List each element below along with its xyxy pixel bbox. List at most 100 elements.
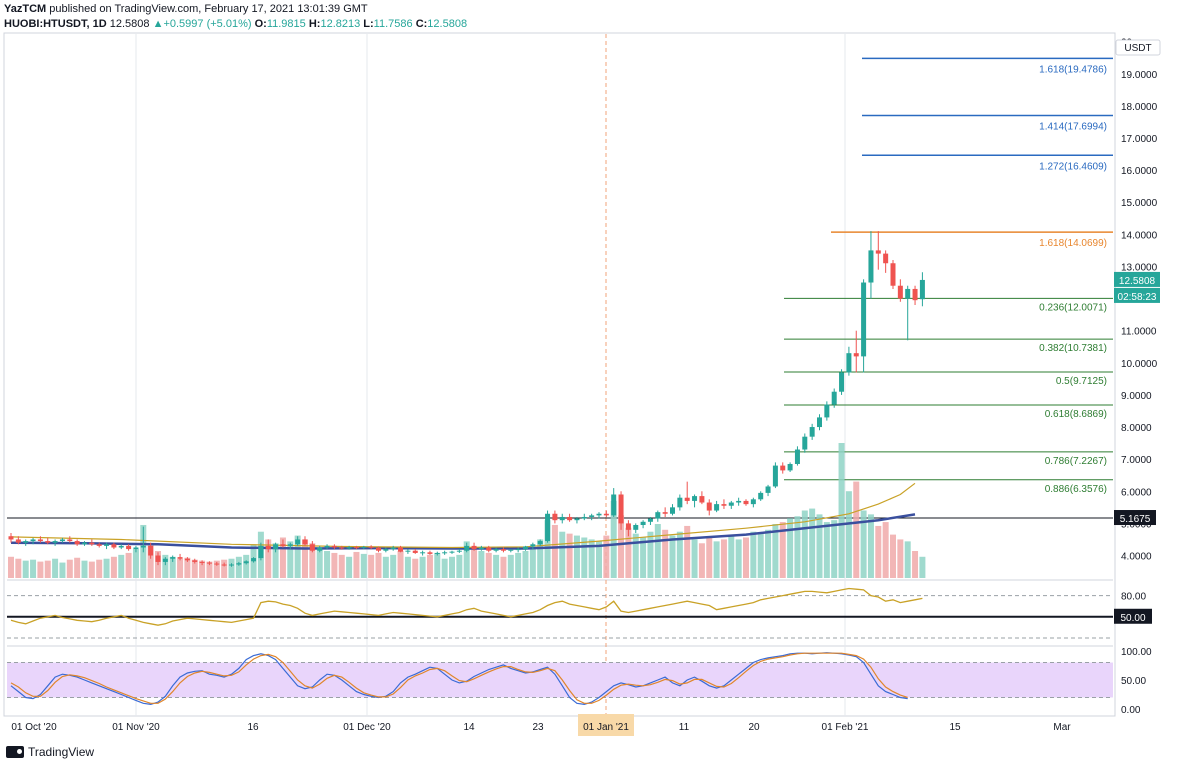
candle-body [15, 539, 21, 543]
candle-body [603, 513, 609, 516]
volume-bar [96, 559, 103, 578]
volume-bar [500, 556, 507, 578]
volume-bar [44, 560, 51, 578]
volume-bar [228, 558, 235, 578]
volume-bar [478, 551, 485, 578]
volume-bar [669, 535, 676, 578]
volume-bar [221, 559, 228, 578]
tradingview-logo[interactable]: TradingView [6, 745, 94, 759]
volume-bar [853, 481, 860, 578]
volume-bar [485, 552, 492, 578]
volume-bar [147, 544, 154, 578]
close-value: 12.5808 [427, 18, 468, 30]
low-value: 11.7586 [373, 18, 413, 30]
candle-body [559, 516, 565, 521]
high-label: H: [308, 18, 321, 30]
high-value: 12.8213 [320, 18, 361, 30]
last-price: 12.5808 [109, 18, 150, 30]
candle-body [794, 449, 800, 464]
volume-bar [382, 556, 389, 578]
stoch-axis-label: 0.00 [1121, 705, 1141, 716]
volume-bar [243, 554, 250, 578]
open-label: O: [254, 18, 267, 30]
fib-retracement-label: 0.382(10.7381) [1039, 343, 1107, 354]
rsi-axis-label-50: 50.00 [1120, 613, 1145, 624]
candle-body [706, 502, 712, 511]
volume-bar [434, 552, 441, 578]
fib-retracement-label: 0.236(12.0071) [1039, 302, 1107, 313]
candle-body [567, 516, 573, 521]
candle-body [376, 547, 381, 551]
stoch-k-line [10, 652, 908, 706]
volume-bar [426, 554, 433, 578]
volume-bar [59, 562, 66, 578]
candle-body [831, 391, 837, 405]
candle-body [839, 372, 845, 392]
volume-bar [463, 541, 470, 578]
volume-bar [52, 558, 59, 578]
publisher-name[interactable]: YazTCM [4, 3, 47, 15]
crosshair-date-tag [578, 714, 634, 736]
candle-body [111, 544, 117, 548]
publisher-line: YazTCM published on TradingView.com, Feb… [4, 2, 1174, 17]
candle-body [287, 544, 293, 546]
volume-bar [809, 508, 816, 578]
candle-body [875, 250, 881, 254]
fib-extension-label: 1.414(17.6994) [1039, 122, 1107, 133]
candle-body [118, 545, 124, 548]
candle-body [919, 279, 925, 300]
volume-bar [309, 543, 316, 578]
fib-retracement-label: 0.886(6.3576) [1045, 484, 1107, 495]
candle-body [824, 404, 830, 418]
volume-bar [213, 560, 220, 578]
volume-bar [184, 557, 191, 578]
volume-bar [912, 551, 919, 578]
volume-bar [544, 520, 551, 578]
volume-bar [265, 539, 272, 578]
x-axis-label: 01 Oct '20 [11, 722, 57, 733]
candle-body [214, 563, 220, 565]
volume-bar [302, 539, 308, 578]
ma-fast-line [10, 513, 916, 550]
candle-body [765, 486, 771, 493]
volume-bar [581, 537, 588, 578]
candle-body [853, 353, 859, 357]
price-axis-label: 7.0000 [1121, 455, 1152, 466]
fib-extension-label: 1.618(14.0699) [1039, 238, 1107, 249]
fib-retracement-label: 0.786(7.2267) [1045, 456, 1107, 467]
volume-bar [132, 549, 139, 578]
candle-body [280, 544, 286, 546]
volume-bar [875, 525, 882, 578]
candle-body [589, 515, 595, 517]
candle-body [817, 417, 822, 428]
price-axis-label: 8.0000 [1121, 423, 1152, 434]
price-axis-label: 17.0000 [1121, 134, 1158, 145]
countdown-label: 02:58:23 [1118, 292, 1157, 303]
volume-bar [15, 558, 22, 578]
volume-bar [316, 549, 323, 578]
volume-bar [37, 561, 44, 578]
candle-body [140, 545, 146, 548]
volume-bar [419, 556, 426, 578]
volume-bar [662, 529, 669, 578]
candle-body [199, 561, 205, 563]
last-price-tag [1114, 271, 1160, 287]
volume-bar [360, 553, 367, 578]
volume-bar [603, 535, 610, 578]
candle-body [677, 497, 683, 508]
volume-bar [412, 558, 419, 578]
volume-bar [765, 529, 772, 578]
ma-slow-line [10, 482, 916, 549]
candle-body [339, 547, 345, 549]
volume-bar [449, 556, 455, 578]
candle-body [434, 552, 440, 554]
symbol-line: HUOBI:HTUSDT, 1D 12.5808 ▲+0.5997 (+5.01… [4, 17, 1174, 32]
volume-bar [735, 539, 742, 578]
volume-bar [169, 556, 176, 578]
volume-bar [235, 556, 242, 578]
candle-body [265, 545, 271, 550]
volume-bar [676, 531, 683, 578]
candle-body [383, 549, 389, 551]
x-axis-label: 15 [949, 722, 961, 733]
